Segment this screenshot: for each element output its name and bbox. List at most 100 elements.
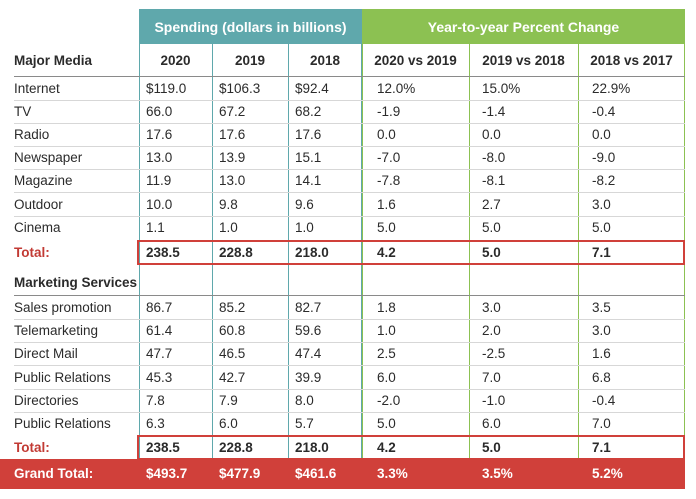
cell: 86.7 [146, 300, 173, 315]
spending-header: Spending (dollars in billions) [139, 9, 362, 44]
cell: 1.1 [146, 220, 165, 235]
total-cell: 218.0 [295, 440, 329, 455]
section-divider [14, 295, 685, 296]
cell: 6.0 [219, 416, 238, 431]
grand-total-cell: 3.3% [377, 466, 408, 481]
grand-total-label: Grand Total: [14, 466, 94, 481]
cell: 1.0 [295, 220, 314, 235]
cell: 42.7 [219, 370, 246, 385]
column-header: 2018 [309, 53, 341, 68]
cell: 3.0 [592, 197, 611, 212]
cell: -8.1 [482, 173, 506, 188]
cell: 9.6 [295, 197, 314, 212]
total-cell: 238.5 [146, 440, 180, 455]
row-label: Public Relations [14, 416, 111, 431]
cell: 5.0 [377, 416, 396, 431]
row-label: Direct Mail [14, 346, 78, 361]
cell: 9.8 [219, 197, 238, 212]
cell: 60.8 [219, 323, 246, 338]
cell: 5.0 [482, 220, 501, 235]
row-divider [14, 100, 685, 101]
cell: 59.6 [295, 323, 322, 338]
cell: $106.3 [219, 81, 261, 96]
cell: -1.4 [482, 104, 506, 119]
total-cell: 218.0 [295, 245, 329, 260]
cell: 5.0 [592, 220, 611, 235]
cell: $119.0 [146, 81, 187, 96]
row-divider [14, 146, 685, 147]
cell: 1.0 [219, 220, 238, 235]
cell: 1.0 [377, 323, 396, 338]
cell: 82.7 [295, 300, 322, 315]
cell: 39.9 [295, 370, 322, 385]
cell: -1.0 [482, 393, 506, 408]
cell: 85.2 [219, 300, 246, 315]
cell: -9.0 [592, 150, 616, 165]
cell: 3.0 [482, 300, 501, 315]
cell: 17.6 [146, 127, 173, 142]
cell: 3.0 [592, 323, 611, 338]
grand-total-cell: $493.7 [146, 466, 188, 481]
column-header: 2018 vs 2017 [590, 53, 673, 68]
cell: -2.5 [482, 346, 506, 361]
row-label: Magazine [14, 173, 73, 188]
row-label: Sales promotion [14, 300, 112, 315]
column-header: 2020 vs 2019 [374, 53, 457, 68]
grand-total-cell: 3.5% [482, 466, 513, 481]
column-header: 2019 vs 2018 [482, 53, 565, 68]
column-divider [212, 44, 213, 459]
cell: 67.2 [219, 104, 246, 119]
cell: -8.0 [482, 150, 506, 165]
cell: -7.8 [377, 173, 401, 188]
row-divider [14, 389, 685, 390]
cell: 15.1 [295, 150, 322, 165]
cell: 1.6 [377, 197, 396, 212]
row-label: Radio [14, 127, 50, 142]
cell: 17.6 [295, 127, 322, 142]
column-header: 2020 [160, 53, 191, 68]
row-divider [14, 123, 685, 124]
grand-total-cell: 5.2% [592, 466, 623, 481]
cell: 13.0 [219, 173, 246, 188]
header-divider [14, 76, 685, 77]
cell: 46.5 [219, 346, 246, 361]
grand-total-cell: $477.9 [219, 466, 261, 481]
cell: -8.2 [592, 173, 616, 188]
column-header: 2019 [234, 53, 266, 68]
cell: 7.0 [592, 416, 611, 431]
change-header: Year-to-year Percent Change [362, 9, 685, 44]
cell: 13.9 [219, 150, 246, 165]
cell: 66.0 [146, 104, 173, 119]
cell: -0.4 [592, 104, 616, 119]
total-cell: 7.1 [592, 245, 611, 260]
section-title-marketing-services: Marketing Services [14, 275, 138, 290]
row-divider [14, 365, 685, 366]
cell: 7.9 [219, 393, 238, 408]
total-label: Total: [14, 245, 50, 260]
cell: 2.5 [377, 346, 396, 361]
cell: 7.0 [482, 370, 501, 385]
cell: 15.0% [482, 81, 521, 96]
total-label: Total: [14, 440, 50, 455]
cell: -1.9 [377, 104, 401, 119]
total-cell: 4.2 [377, 245, 396, 260]
row-divider [14, 412, 685, 413]
total-cell: 228.8 [219, 440, 253, 455]
row-label: Cinema [14, 220, 61, 235]
row-divider [14, 319, 685, 320]
cell: 0.0 [592, 127, 611, 142]
cell: 17.6 [219, 127, 246, 142]
section-title-major-media: Major Media [14, 53, 93, 68]
column-divider [578, 44, 579, 459]
column-divider [469, 44, 470, 459]
cell: 6.0 [482, 416, 501, 431]
row-divider [14, 169, 685, 170]
cell: $92.4 [295, 81, 329, 96]
cell: 6.8 [592, 370, 611, 385]
row-divider [14, 342, 685, 343]
row-label: Outdoor [14, 197, 63, 212]
cell: 22.9% [592, 81, 631, 96]
cell: 8.0 [295, 393, 314, 408]
cell: 6.3 [146, 416, 165, 431]
